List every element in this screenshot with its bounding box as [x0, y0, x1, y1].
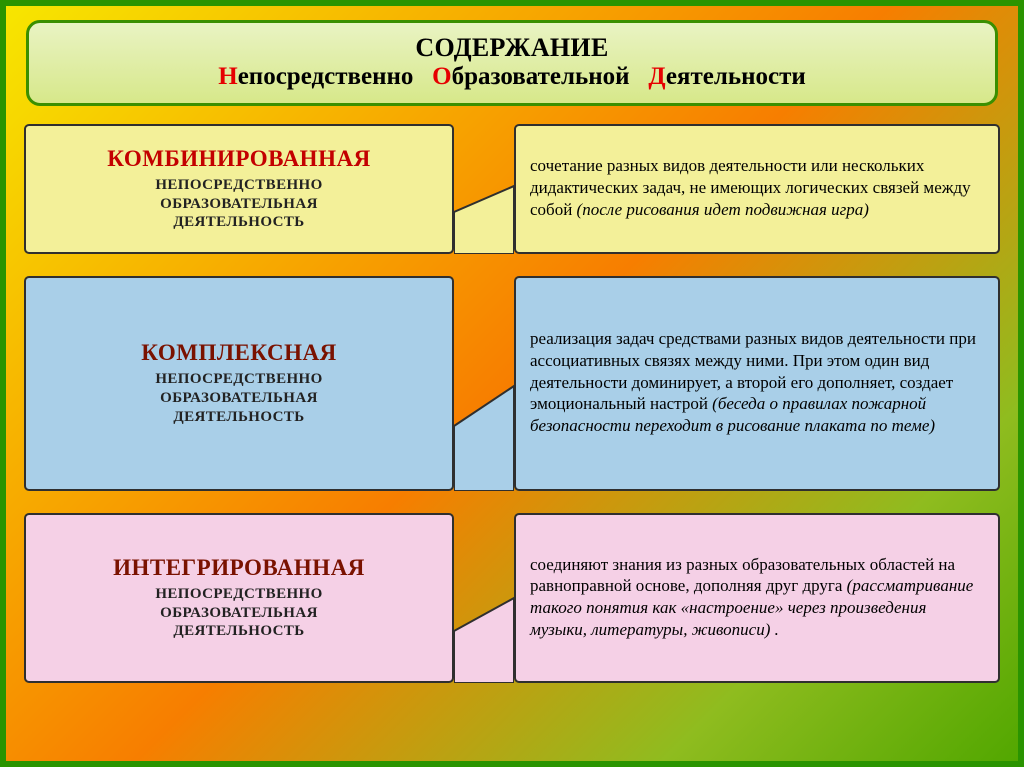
left-box-integrated: ИНТЕГРИРОВАННАЯ НЕПОСРЕДСТВЕННО ОБРАЗОВА… — [24, 513, 454, 683]
left-title: КОМПЛЕКСНАЯ — [141, 340, 336, 366]
connector-combined — [454, 124, 514, 254]
right-box-complex: реализация задач средствами разных видов… — [514, 276, 1000, 491]
right-box-integrated: соединяют знания из разных образовательн… — [514, 513, 1000, 683]
desc-combined: сочетание разных видов деятельности или … — [530, 155, 984, 220]
left-sub: НЕПОСРЕДСТВЕННО ОБРАЗОВАТЕЛЬНАЯ ДЕЯТЕЛЬН… — [155, 176, 322, 232]
title-line-2: Непосредственно Образовательной Деятельн… — [43, 63, 981, 91]
desc-integrated: соединяют знания из разных образовательн… — [530, 554, 984, 641]
desc-complex: реализация задач средствами разных видов… — [530, 328, 984, 437]
right-box-combined: сочетание разных видов деятельности или … — [514, 124, 1000, 254]
left-box-combined: КОМБИНИРОВАННАЯ НЕПОСРЕДСТВЕННО ОБРАЗОВА… — [24, 124, 454, 254]
left-sub: НЕПОСРЕДСТВЕННО ОБРАЗОВАТЕЛЬНАЯ ДЕЯТЕЛЬН… — [155, 370, 322, 426]
row-complex: КОМПЛЕКСНАЯ НЕПОСРЕДСТВЕННО ОБРАЗОВАТЕЛЬ… — [24, 276, 1000, 491]
left-sub: НЕПОСРЕДСТВЕННО ОБРАЗОВАТЕЛЬНАЯ ДЕЯТЕЛЬН… — [155, 585, 322, 641]
title-box: СОДЕРЖАНИЕ Непосредственно Образовательн… — [26, 20, 998, 106]
row-combined: КОМБИНИРОВАННАЯ НЕПОСРЕДСТВЕННО ОБРАЗОВА… — [24, 124, 1000, 254]
slide-frame: СОДЕРЖАНИЕ Непосредственно Образовательн… — [0, 0, 1024, 767]
connector-complex — [454, 276, 514, 491]
left-title: ИНТЕГРИРОВАННАЯ — [113, 555, 365, 581]
left-box-complex: КОМПЛЕКСНАЯ НЕПОСРЕДСТВЕННО ОБРАЗОВАТЕЛЬ… — [24, 276, 454, 491]
rows-container: КОМБИНИРОВАННАЯ НЕПОСРЕДСТВЕННО ОБРАЗОВА… — [22, 124, 1002, 683]
cap-n: Н — [218, 63, 237, 90]
cap-o: О — [432, 63, 451, 90]
row-integrated: ИНТЕГРИРОВАННАЯ НЕПОСРЕДСТВЕННО ОБРАЗОВА… — [24, 513, 1000, 683]
cap-d: Д — [648, 63, 666, 90]
connector-integrated — [454, 513, 514, 683]
left-title: КОМБИНИРОВАННАЯ — [107, 146, 370, 172]
title-line-1: СОДЕРЖАНИЕ — [43, 33, 981, 63]
